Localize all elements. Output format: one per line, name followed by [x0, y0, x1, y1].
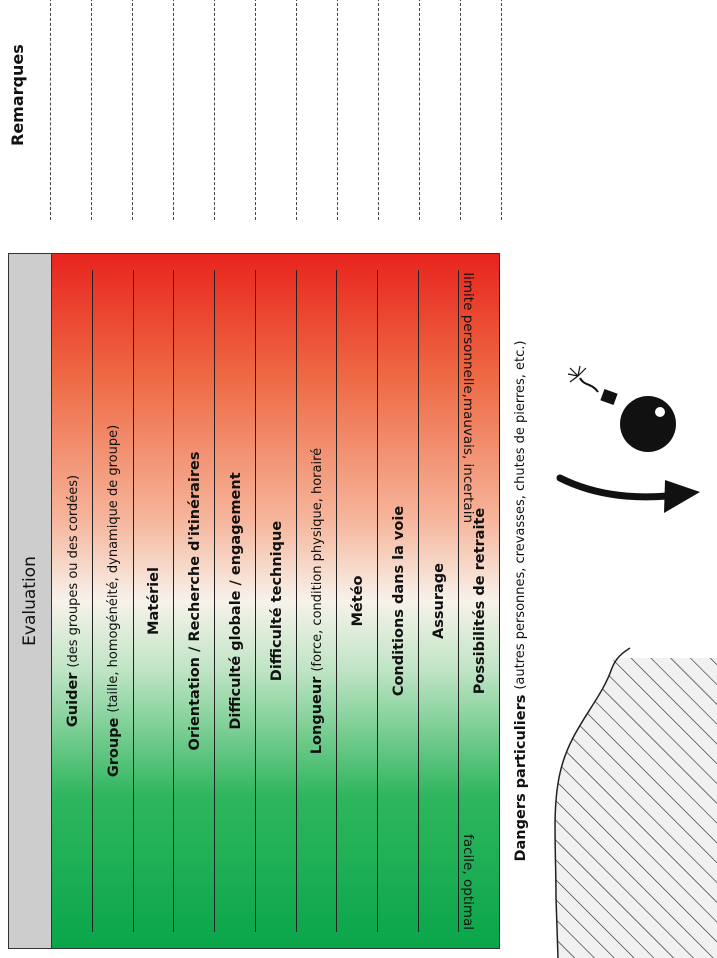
curved-arrow-icon	[560, 478, 700, 513]
cliff-edge-icon	[555, 648, 717, 958]
bomb-icon	[568, 366, 676, 452]
